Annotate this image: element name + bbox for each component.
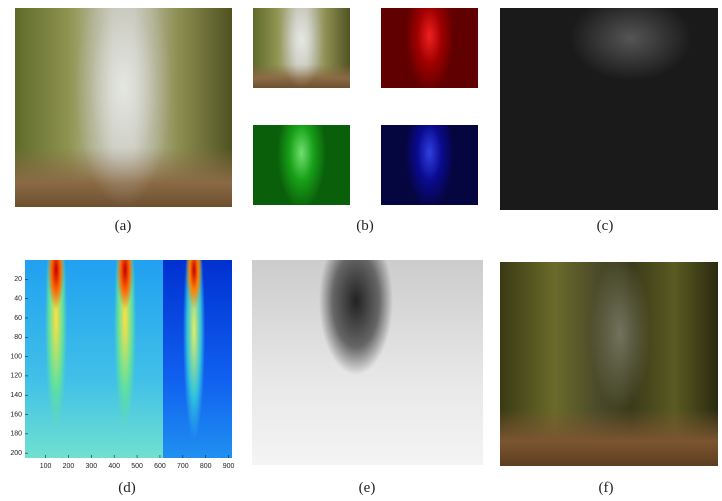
y-tick-label: 140 bbox=[10, 392, 22, 399]
x-tick-label: 600 bbox=[154, 463, 166, 470]
y-tick-label: 100 bbox=[10, 353, 22, 360]
y-tick-label: 120 bbox=[10, 373, 22, 380]
x-tick-label: 500 bbox=[131, 463, 143, 470]
x-tick-label: 700 bbox=[177, 463, 189, 470]
y-tick-label: 180 bbox=[10, 431, 22, 438]
y-tick-label: 200 bbox=[10, 450, 22, 457]
x-tick-label: 400 bbox=[108, 463, 120, 470]
heatmap-axes: 100 200 300 400 500 600 700 800 900 20 40 60 80 100 12… bbox=[0, 0, 722, 501]
y-tick-label: 60 bbox=[14, 315, 22, 322]
x-tick-label: 800 bbox=[200, 463, 212, 470]
y-tick-label: 40 bbox=[14, 295, 22, 302]
x-tick-label: 300 bbox=[85, 463, 97, 470]
x-tick-label: 100 bbox=[40, 463, 52, 470]
x-tick-label: 900 bbox=[223, 463, 235, 470]
y-tick-label: 160 bbox=[10, 411, 22, 418]
y-tick-label: 20 bbox=[14, 276, 22, 283]
y-tick-label: 80 bbox=[14, 334, 22, 341]
x-tick-label: 200 bbox=[63, 463, 75, 470]
figure: (a) (b) (c) (d) (e) (f) 1002003004005006… bbox=[0, 0, 722, 501]
